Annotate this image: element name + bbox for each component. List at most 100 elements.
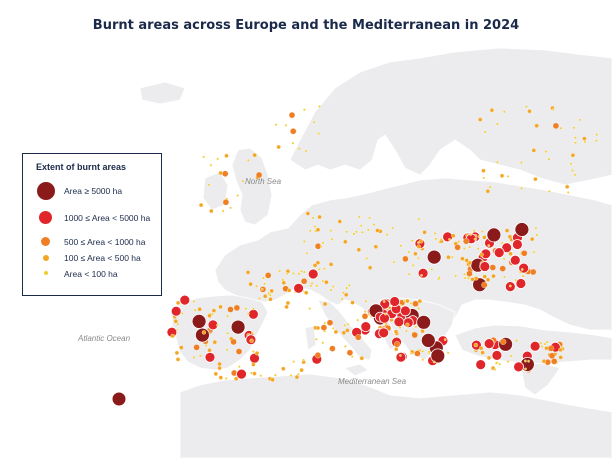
fire-point-xs bbox=[303, 108, 306, 112]
fire-point-s bbox=[337, 219, 342, 224]
fire-point-xs bbox=[503, 275, 506, 279]
fire-point-xs bbox=[477, 235, 481, 239]
fire-point-s bbox=[315, 260, 321, 265]
fire-point-xl bbox=[514, 222, 530, 237]
fire-point-xs bbox=[310, 281, 314, 285]
fire-point-xs bbox=[317, 267, 321, 271]
fire-point-xs bbox=[405, 329, 408, 333]
fire-point-xs bbox=[434, 237, 438, 241]
fire-point-xs bbox=[524, 359, 527, 363]
fire-point-s bbox=[315, 227, 321, 232]
fire-point-xs bbox=[535, 233, 539, 237]
fire-point-s bbox=[252, 371, 257, 376]
fire-point-xs bbox=[520, 161, 523, 164]
legend-row-500: 500 ≤ Area < 1000 ha bbox=[23, 236, 163, 254]
fire-point-l bbox=[293, 282, 305, 294]
fire-point-xs bbox=[366, 228, 370, 232]
fire-point-xs bbox=[574, 136, 577, 140]
fire-point-xs bbox=[313, 225, 317, 228]
fire-point-m bbox=[548, 352, 556, 359]
fire-point-xs bbox=[252, 350, 255, 353]
fire-point-xs bbox=[345, 230, 348, 234]
fire-point-xs bbox=[346, 322, 350, 326]
fire-point-m bbox=[454, 244, 461, 251]
land-masses bbox=[114, 47, 612, 458]
fire-point-xs bbox=[506, 360, 510, 363]
fire-point-xs bbox=[329, 288, 333, 292]
fire-point-l bbox=[493, 247, 505, 259]
fire-point-xs bbox=[503, 110, 506, 114]
fire-point-l bbox=[307, 268, 319, 280]
fire-point-s bbox=[508, 251, 513, 256]
fire-point-l bbox=[389, 296, 401, 307]
fire-point-xs bbox=[368, 216, 371, 220]
fire-point-xs bbox=[342, 291, 345, 295]
sea-label-mediterranean: Mediterranean Sea bbox=[338, 377, 407, 386]
fire-point-s bbox=[558, 347, 563, 353]
fire-point-s bbox=[367, 265, 373, 270]
legend-label-less100: Area < 100 ha bbox=[64, 269, 118, 279]
fire-point-l bbox=[179, 294, 191, 306]
fire-point-m bbox=[551, 358, 558, 365]
fire-point-l bbox=[475, 359, 487, 371]
fire-point-s bbox=[350, 300, 355, 305]
fire-point-m bbox=[288, 111, 296, 119]
fire-point-xs bbox=[382, 300, 386, 303]
fire-point-xs bbox=[566, 191, 570, 194]
fire-point-xs bbox=[450, 255, 454, 259]
legend: Extent of burnt areas Area ≥ 5000 ha 100… bbox=[22, 153, 162, 296]
legend-label-100: 100 ≤ Area < 500 ha bbox=[64, 253, 141, 263]
fire-point-m bbox=[222, 199, 230, 206]
legend-row-100: 100 ≤ Area < 500 ha bbox=[23, 253, 163, 271]
fire-point-s bbox=[422, 230, 427, 235]
fire-point-xs bbox=[525, 105, 528, 109]
fire-point-xs bbox=[312, 120, 316, 124]
fire-point-xs bbox=[340, 297, 344, 301]
fire-point-xs bbox=[308, 307, 312, 310]
fire-point-xs bbox=[211, 312, 214, 316]
fire-point-xs bbox=[209, 163, 213, 167]
fire-point-xs bbox=[473, 237, 477, 241]
fire-point-xs bbox=[343, 345, 347, 348]
fire-point-xs bbox=[427, 350, 431, 354]
legend-label-500: 500 ≤ Area < 1000 ha bbox=[64, 237, 146, 247]
fire-point-s bbox=[317, 214, 322, 220]
land-north-africa bbox=[179, 373, 612, 458]
fire-point-xs bbox=[225, 348, 229, 352]
fire-point-xs bbox=[207, 183, 211, 187]
fire-point-m bbox=[233, 304, 241, 312]
fire-point-l bbox=[483, 338, 495, 350]
fire-point-l bbox=[491, 349, 503, 361]
fire-point-m bbox=[222, 170, 229, 177]
fire-point-s bbox=[359, 356, 364, 361]
legend-dot-500 bbox=[41, 237, 50, 246]
fire-point-s bbox=[393, 329, 399, 334]
fire-point-xs bbox=[540, 345, 544, 348]
fire-point-s bbox=[201, 330, 207, 335]
fire-point-xs bbox=[291, 141, 295, 145]
fire-point-xs bbox=[249, 371, 253, 375]
fire-point-s bbox=[315, 325, 321, 331]
fire-point-m bbox=[329, 345, 336, 352]
fire-point-xs bbox=[238, 365, 241, 369]
fire-point-s bbox=[281, 280, 286, 285]
fire-point-xs bbox=[274, 123, 278, 127]
fire-point-m bbox=[521, 250, 528, 257]
fire-point-xs bbox=[559, 126, 563, 130]
fire-point-xs bbox=[221, 209, 225, 213]
fire-point-xs bbox=[321, 241, 325, 245]
fire-point-s bbox=[582, 136, 587, 141]
fire-point-m bbox=[500, 338, 507, 345]
fire-point-xs bbox=[309, 284, 313, 288]
fire-point-xs bbox=[331, 285, 335, 288]
fire-point-xs bbox=[534, 226, 538, 230]
fire-point-xs bbox=[304, 149, 308, 153]
fire-point-xs bbox=[483, 130, 487, 134]
fire-point-l bbox=[509, 254, 521, 266]
fire-point-xs bbox=[246, 312, 250, 316]
fire-point-l bbox=[204, 351, 216, 363]
fire-point-xs bbox=[363, 310, 367, 313]
fire-point-s bbox=[485, 189, 490, 194]
fire-point-l bbox=[479, 261, 491, 272]
fire-point-s bbox=[451, 233, 456, 238]
